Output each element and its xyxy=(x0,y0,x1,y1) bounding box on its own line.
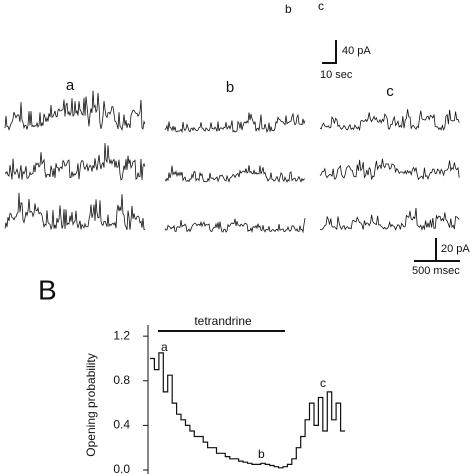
point-label: c xyxy=(320,376,326,390)
step-line xyxy=(150,352,345,469)
y-tick-label: 0.4 xyxy=(113,418,130,432)
current-traces xyxy=(4,90,460,234)
drug-label: tetrandrine xyxy=(194,314,252,328)
trace xyxy=(320,207,460,231)
trace xyxy=(4,192,146,231)
trace xyxy=(4,90,146,131)
panel-label: a xyxy=(66,77,75,94)
y-tick-label: 1.2 xyxy=(113,328,130,342)
panel-B-label: B xyxy=(38,274,57,305)
trace xyxy=(164,112,306,134)
scale-label: 20 pA xyxy=(441,243,470,255)
trace xyxy=(319,109,460,132)
scale-label: 40 pA xyxy=(342,45,371,57)
point-label: b xyxy=(258,447,265,461)
trace-label: c xyxy=(318,0,324,13)
trace xyxy=(319,158,460,181)
scale-label: 500 msec xyxy=(412,265,460,277)
y-axis-label: Opening probability xyxy=(84,353,98,456)
trace xyxy=(164,218,306,234)
panel-label: c xyxy=(386,83,394,100)
panel-label: b xyxy=(226,79,234,96)
trace xyxy=(4,142,146,181)
y-tick-label: 0.0 xyxy=(113,462,130,474)
trace xyxy=(164,165,306,183)
trace-label: b xyxy=(285,2,292,16)
scale-label: 10 sec xyxy=(320,69,353,81)
point-label: a xyxy=(161,340,168,354)
y-tick-label: 0.8 xyxy=(113,373,130,387)
